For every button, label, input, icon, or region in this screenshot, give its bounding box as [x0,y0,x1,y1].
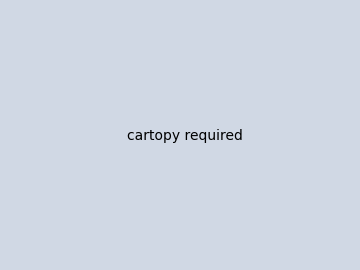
Text: cartopy required: cartopy required [127,129,242,143]
